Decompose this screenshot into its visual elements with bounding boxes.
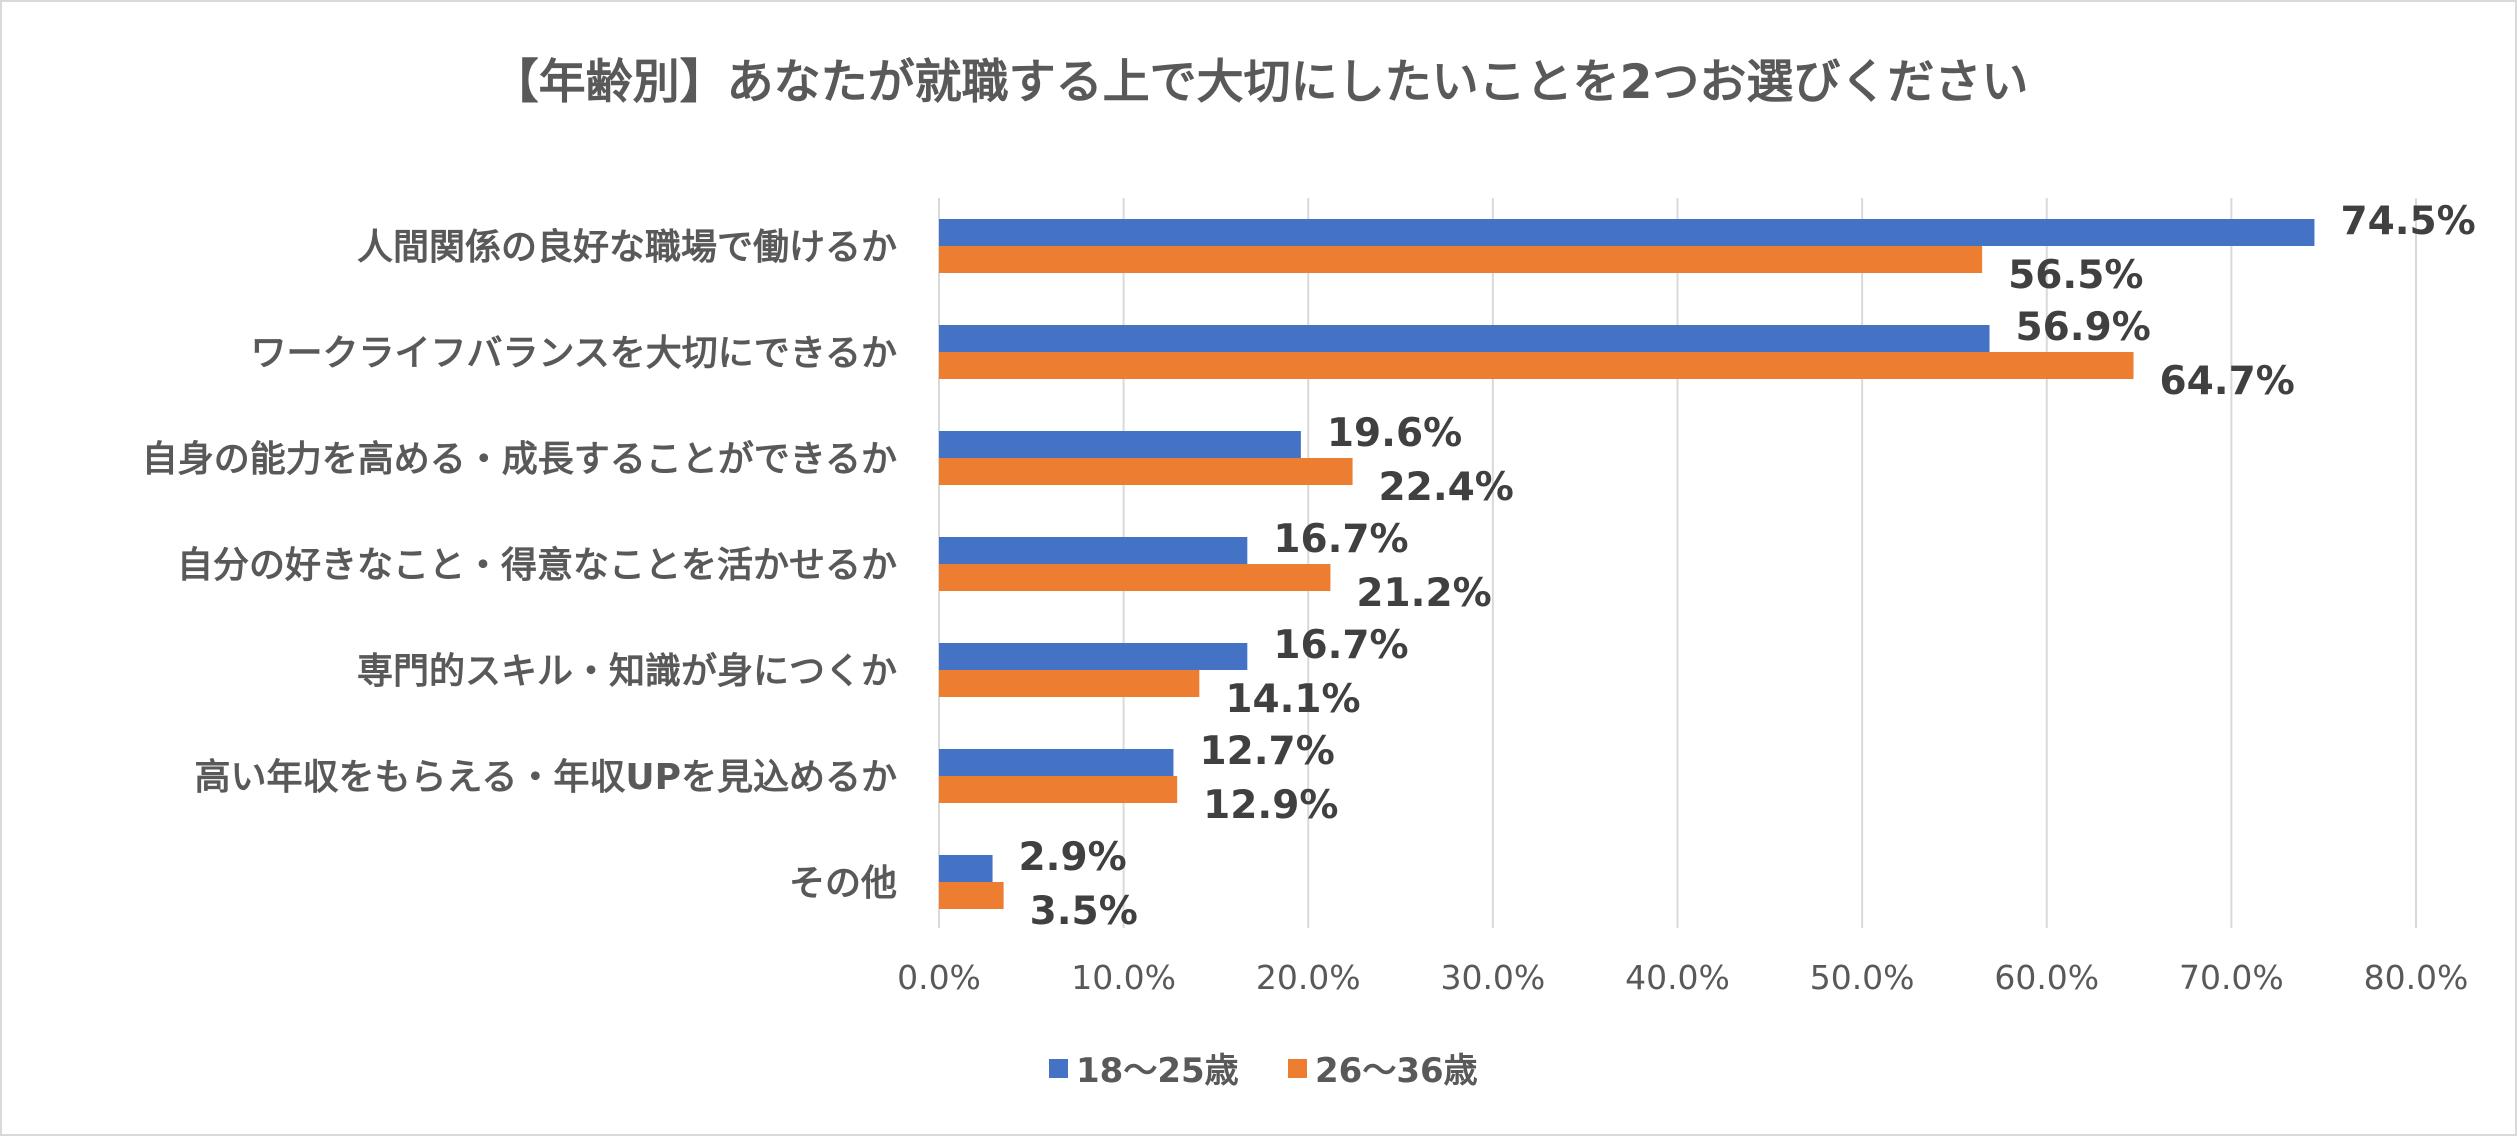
category-label: 自分の好きなこと・得意なことを活かせるか xyxy=(177,545,897,586)
bars xyxy=(939,219,2315,909)
data-label: 12.9% xyxy=(1203,783,1338,828)
legend-swatch xyxy=(1288,1059,1307,1078)
x-tick-label: 50.0% xyxy=(1810,958,1915,997)
x-tick-label: 20.0% xyxy=(1256,958,1361,997)
x-tick-label: 40.0% xyxy=(1625,958,1730,997)
x-tick-label: 80.0% xyxy=(2364,958,2469,997)
x-tick-label: 70.0% xyxy=(2179,958,2284,997)
category-label: 専門的スキル・知識が身につくか xyxy=(357,651,897,692)
bar-series-2 xyxy=(939,352,2134,379)
x-tick-label: 0.0% xyxy=(897,958,981,997)
data-label: 64.7% xyxy=(2160,359,2295,404)
bar-series-1 xyxy=(939,219,2315,246)
category-label: その他 xyxy=(789,863,897,904)
bar-series-1 xyxy=(939,855,993,882)
data-label: 21.2% xyxy=(1356,571,1491,616)
bar-series-2 xyxy=(939,776,1178,803)
data-label: 14.1% xyxy=(1225,677,1360,722)
legend-label: 26～36歳 xyxy=(1315,1051,1478,1091)
category-label: 自身の能力を高める・成長することができるか xyxy=(142,439,897,480)
data-label: 16.7% xyxy=(1273,623,1408,668)
data-label: 16.7% xyxy=(1273,517,1408,562)
data-label: 56.9% xyxy=(2016,305,2151,350)
bar-series-2 xyxy=(939,564,1331,591)
bar-series-1 xyxy=(939,643,1248,670)
data-label: 56.5% xyxy=(2008,253,2143,298)
bar-series-2 xyxy=(939,882,1004,909)
legend-swatch xyxy=(1049,1059,1068,1078)
bar-series-2 xyxy=(939,458,1353,485)
category-label: 高い年収をもらえる・年収UPを見込めるか xyxy=(194,757,897,798)
legend: 18～25歳 26～36歳 xyxy=(1049,1051,1478,1091)
data-label: 2.9% xyxy=(1019,835,1127,880)
x-tick-labels: 0.0% 10.0% 20.0% 30.0% 40.0% 50.0% 60.0% 70.0% 8… xyxy=(897,958,2468,997)
category-label: ワークライフバランスを大切にできるか xyxy=(250,333,897,374)
data-label: 19.6% xyxy=(1327,411,1462,456)
gridlines xyxy=(938,198,2417,928)
bar-series-1 xyxy=(939,537,1248,564)
data-label: 22.4% xyxy=(1379,465,1514,510)
data-label: 12.7% xyxy=(1199,729,1334,774)
bar-series-1 xyxy=(939,431,1301,458)
category-labels: 人間関係の良好な職場で働けるかワークライフバランスを大切にできるか自身の能力を高… xyxy=(142,227,897,904)
data-label: 74.5% xyxy=(2340,199,2475,244)
x-tick-label: 10.0% xyxy=(1071,958,1176,997)
data-label: 3.5% xyxy=(1030,889,1138,934)
bar-series-2 xyxy=(939,246,1983,273)
bar-series-2 xyxy=(939,670,1200,697)
bar-series-1 xyxy=(939,325,1990,352)
bar-series-1 xyxy=(939,749,1174,776)
chart-title: 【年齢別】あなたが就職する上で大切にしたいことを2つお選びください xyxy=(492,55,2029,110)
data-labels: 74.5% 56.5% 56.9%64.7% 19.6% 22.4% 16.7% 21.2%… xyxy=(1019,199,2476,934)
category-label: 人間関係の良好な職場で働けるか xyxy=(357,227,897,268)
x-tick-label: 60.0% xyxy=(1994,958,2099,997)
x-tick-label: 30.0% xyxy=(1440,958,1545,997)
legend-label: 18～25歳 xyxy=(1076,1051,1239,1091)
